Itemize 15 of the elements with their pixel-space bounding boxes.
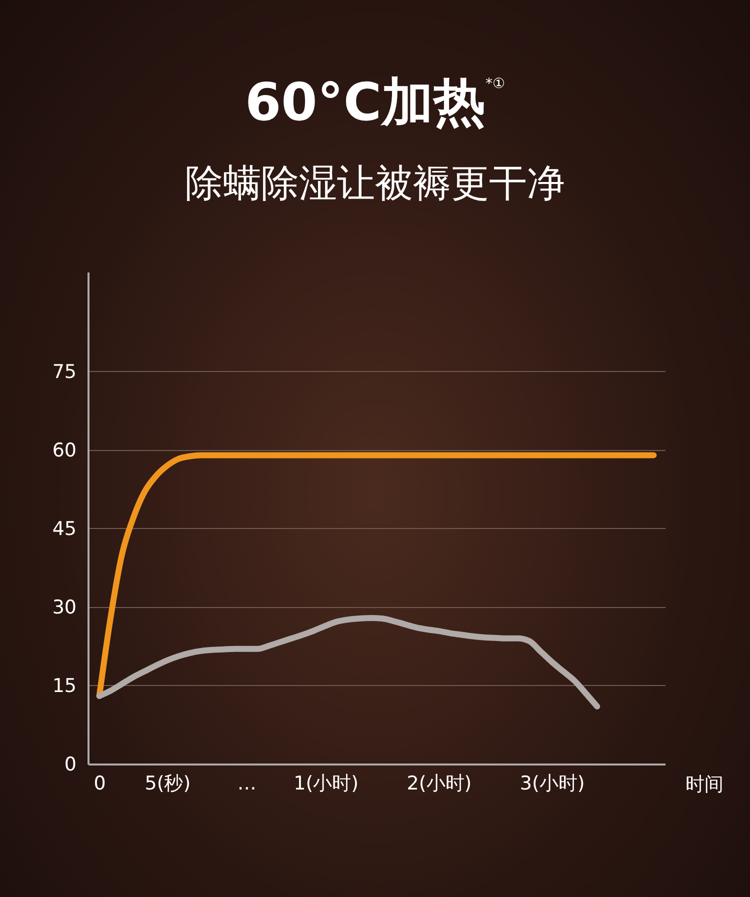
y-tick-label: 60 xyxy=(52,439,76,462)
x-tick-label: 2(小时) xyxy=(406,772,472,794)
y-tick-label: 15 xyxy=(52,674,76,697)
x-tick-label: 3(小时) xyxy=(520,772,585,794)
y-tick-label: 0 xyxy=(64,754,76,776)
y-tick-label: 45 xyxy=(52,518,76,540)
y-tick-label: 75 xyxy=(52,360,76,383)
chart-subtitle: 除螨除湿让被褥更干净 xyxy=(184,160,566,207)
x-tick-label: 0 xyxy=(94,772,106,794)
x-tick-label: 1(小时) xyxy=(294,772,359,794)
x-axis-title: 时间 xyxy=(686,774,724,796)
chart-title: 60°C加热$^{*①}$ xyxy=(244,72,506,135)
x-tick-label: 5(秒) xyxy=(144,772,191,794)
x-tick-label: … xyxy=(237,772,256,794)
y-tick-label: 30 xyxy=(52,596,76,618)
